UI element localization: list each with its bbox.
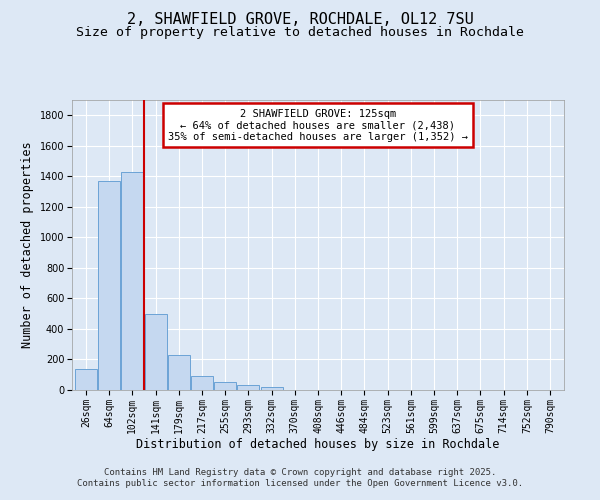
Text: 2, SHAWFIELD GROVE, ROCHDALE, OL12 7SU: 2, SHAWFIELD GROVE, ROCHDALE, OL12 7SU <box>127 12 473 28</box>
Text: Size of property relative to detached houses in Rochdale: Size of property relative to detached ho… <box>76 26 524 39</box>
Bar <box>98 181 120 390</box>
Bar <box>121 172 143 390</box>
Text: Contains HM Land Registry data © Crown copyright and database right 2025.
Contai: Contains HM Land Registry data © Crown c… <box>77 468 523 487</box>
Bar <box>260 387 283 390</box>
Bar <box>238 386 259 390</box>
Y-axis label: Number of detached properties: Number of detached properties <box>21 142 34 348</box>
Text: 2 SHAWFIELD GROVE: 125sqm
← 64% of detached houses are smaller (2,438)
35% of se: 2 SHAWFIELD GROVE: 125sqm ← 64% of detac… <box>168 108 468 142</box>
Bar <box>145 314 167 390</box>
Bar <box>75 368 97 390</box>
Bar <box>168 355 190 390</box>
Bar <box>214 382 236 390</box>
X-axis label: Distribution of detached houses by size in Rochdale: Distribution of detached houses by size … <box>136 438 500 452</box>
Bar <box>191 376 213 390</box>
